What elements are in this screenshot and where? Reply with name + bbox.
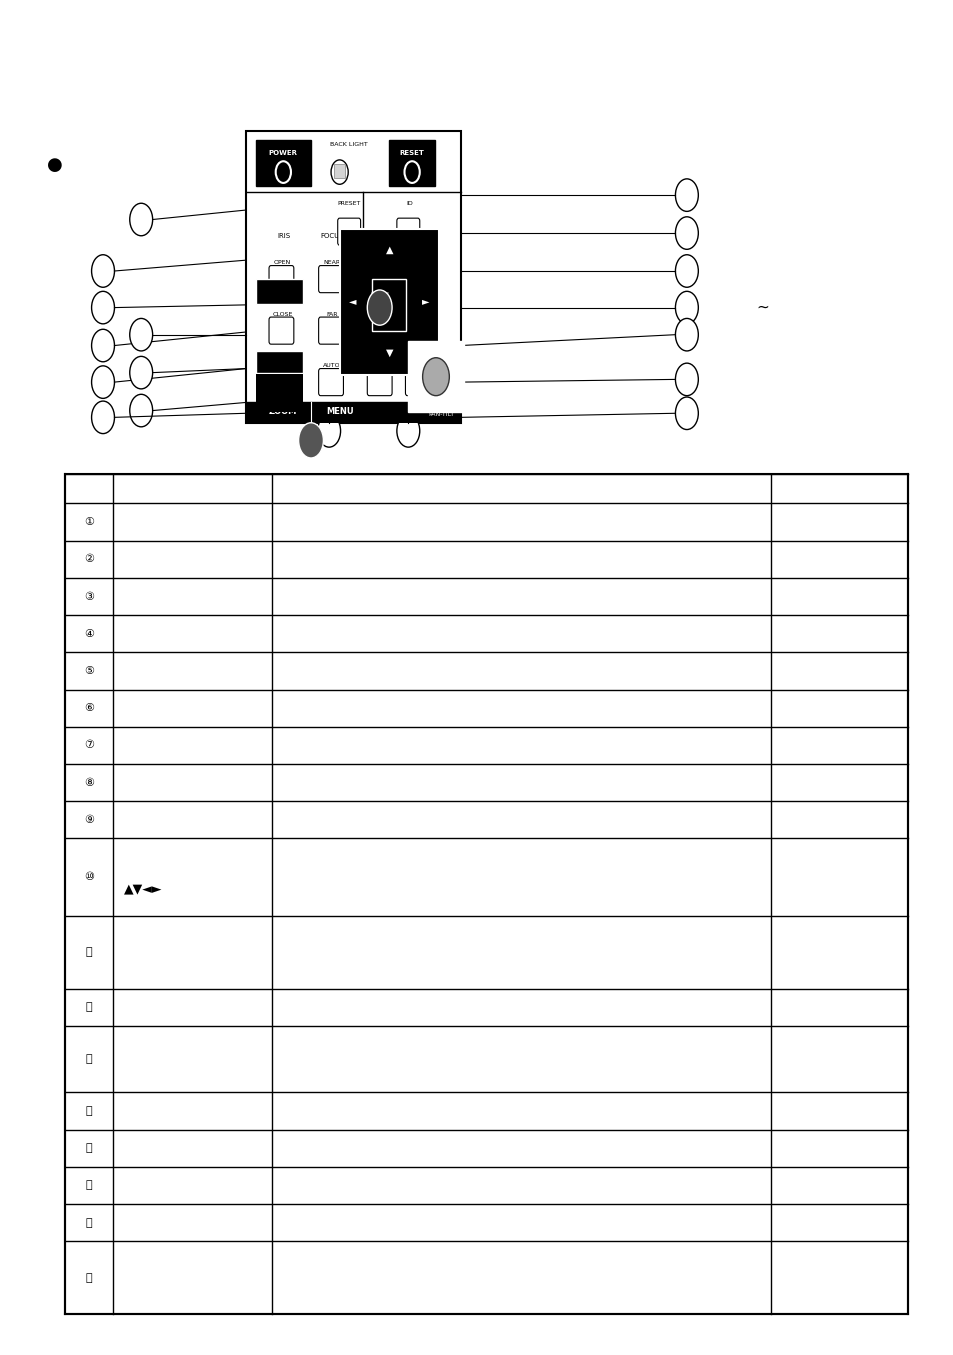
- Text: ①: ①: [84, 518, 93, 527]
- Text: 4: 4: [416, 260, 419, 266]
- Text: BACK LIGHT: BACK LIGHT: [330, 142, 368, 148]
- Circle shape: [130, 394, 152, 427]
- FancyBboxPatch shape: [334, 164, 345, 178]
- Text: ▲▼◄►: ▲▼◄►: [124, 882, 162, 896]
- Text: ~: ~: [756, 299, 769, 316]
- FancyBboxPatch shape: [337, 218, 360, 245]
- Text: ▲: ▲: [385, 244, 393, 255]
- FancyBboxPatch shape: [255, 140, 311, 186]
- Circle shape: [675, 291, 698, 324]
- Text: 2: 2: [377, 312, 381, 317]
- Text: PAN-TILT: PAN-TILT: [428, 412, 455, 417]
- FancyBboxPatch shape: [339, 229, 438, 375]
- FancyBboxPatch shape: [405, 317, 430, 344]
- Text: 5: 5: [416, 312, 419, 317]
- FancyBboxPatch shape: [405, 369, 430, 396]
- Text: ⑦: ⑦: [84, 740, 93, 751]
- FancyBboxPatch shape: [65, 474, 907, 1314]
- FancyBboxPatch shape: [367, 369, 392, 396]
- Text: ⑰: ⑰: [86, 1218, 91, 1228]
- Text: OPEN: OPEN: [274, 260, 291, 266]
- Text: ⑱: ⑱: [86, 1272, 91, 1283]
- Text: MENU: MENU: [326, 406, 353, 416]
- FancyBboxPatch shape: [396, 218, 419, 245]
- Text: CLOSE: CLOSE: [272, 312, 293, 317]
- Text: RESET: RESET: [399, 150, 424, 156]
- Text: FOCUS: FOCUS: [320, 233, 343, 238]
- FancyBboxPatch shape: [367, 266, 392, 293]
- Text: ◄: ◄: [349, 295, 356, 306]
- Text: ②: ②: [84, 554, 93, 564]
- Text: ▼: ▼: [385, 347, 393, 358]
- FancyBboxPatch shape: [367, 317, 392, 344]
- Text: AUTO: AUTO: [323, 363, 340, 369]
- FancyBboxPatch shape: [372, 279, 406, 331]
- Circle shape: [675, 255, 698, 287]
- Text: 6: 6: [416, 363, 419, 369]
- FancyBboxPatch shape: [269, 266, 294, 293]
- Text: ⑤: ⑤: [84, 665, 93, 676]
- Text: ⑪: ⑪: [86, 947, 91, 957]
- Text: IRIS: IRIS: [277, 233, 291, 238]
- Text: 3: 3: [377, 363, 381, 369]
- Text: POWER: POWER: [269, 150, 297, 156]
- Text: ④: ④: [84, 629, 93, 638]
- FancyBboxPatch shape: [269, 369, 294, 396]
- Text: ⑩: ⑩: [84, 873, 93, 882]
- Circle shape: [91, 255, 114, 287]
- Text: ●: ●: [48, 156, 63, 175]
- Text: AUTO: AUTO: [274, 363, 291, 369]
- Text: ⑯: ⑯: [86, 1180, 91, 1191]
- Circle shape: [130, 203, 152, 236]
- Text: PRESET: PRESET: [337, 201, 360, 206]
- Text: ⑮: ⑮: [86, 1144, 91, 1153]
- Circle shape: [91, 401, 114, 434]
- Circle shape: [331, 160, 348, 184]
- Text: ZOOM: ZOOM: [268, 406, 296, 416]
- Text: HOME: HOME: [370, 291, 389, 297]
- Circle shape: [675, 217, 698, 249]
- Circle shape: [130, 318, 152, 351]
- FancyBboxPatch shape: [318, 266, 343, 293]
- Text: 1: 1: [377, 260, 381, 266]
- Text: ⑧: ⑧: [84, 778, 93, 787]
- FancyBboxPatch shape: [255, 279, 303, 304]
- FancyBboxPatch shape: [405, 266, 430, 293]
- Circle shape: [675, 318, 698, 351]
- Circle shape: [675, 363, 698, 396]
- Circle shape: [675, 179, 698, 211]
- FancyBboxPatch shape: [246, 131, 460, 423]
- FancyBboxPatch shape: [255, 374, 303, 412]
- Text: ⑬: ⑬: [86, 1054, 91, 1064]
- FancyBboxPatch shape: [318, 369, 343, 396]
- Circle shape: [675, 397, 698, 430]
- Text: ID: ID: [406, 201, 414, 206]
- Text: ③: ③: [84, 592, 93, 602]
- Text: NEAR: NEAR: [323, 260, 340, 266]
- Circle shape: [422, 358, 449, 396]
- Circle shape: [91, 329, 114, 362]
- FancyBboxPatch shape: [408, 341, 463, 412]
- Text: TELE: TELE: [273, 276, 292, 282]
- Text: ►: ►: [421, 295, 429, 306]
- FancyBboxPatch shape: [246, 402, 460, 423]
- Circle shape: [367, 290, 392, 325]
- FancyBboxPatch shape: [269, 317, 294, 344]
- Circle shape: [298, 423, 323, 458]
- Text: ⑥: ⑥: [84, 703, 93, 713]
- Circle shape: [91, 291, 114, 324]
- FancyBboxPatch shape: [255, 351, 303, 373]
- Text: FAR: FAR: [326, 312, 337, 317]
- FancyBboxPatch shape: [389, 140, 435, 186]
- Text: WIDE: WIDE: [272, 348, 293, 354]
- Text: ⑨: ⑨: [84, 814, 93, 825]
- Circle shape: [317, 415, 340, 447]
- Circle shape: [130, 356, 152, 389]
- Text: ⑫: ⑫: [86, 1003, 91, 1012]
- Circle shape: [91, 366, 114, 398]
- FancyBboxPatch shape: [318, 317, 343, 344]
- Circle shape: [396, 415, 419, 447]
- Text: CURSOR: CURSOR: [427, 355, 456, 360]
- Text: ⑭: ⑭: [86, 1106, 91, 1117]
